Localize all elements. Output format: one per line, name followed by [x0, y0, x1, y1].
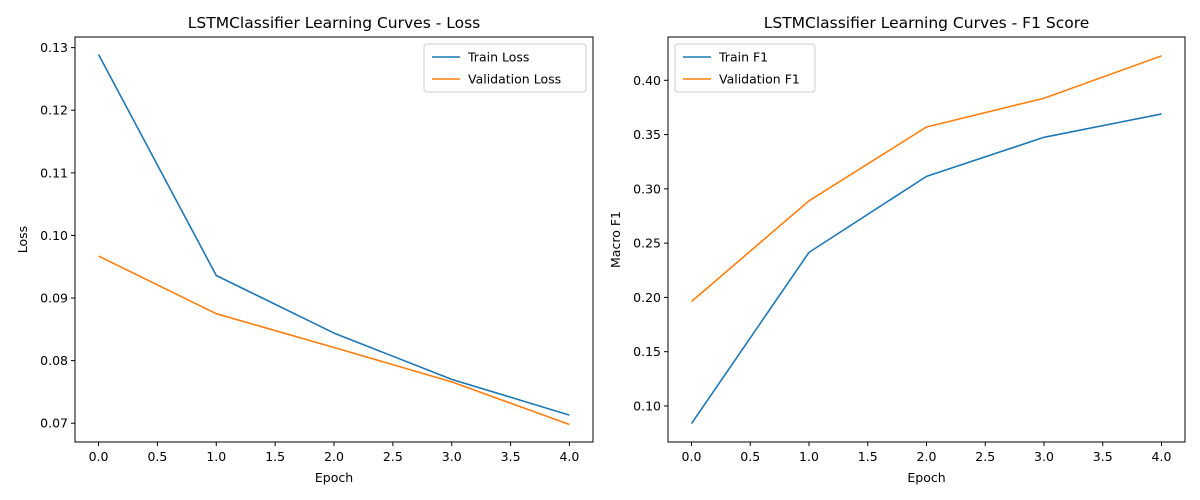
- y-tick-label: 0.08: [40, 353, 68, 368]
- y-tick-label: 0.10: [40, 228, 68, 243]
- x-axis-label: Epoch: [315, 470, 353, 485]
- legend-label: Validation Loss: [468, 72, 561, 87]
- x-tick-label: 2.5: [383, 449, 403, 464]
- legend-label: Train Loss: [467, 50, 529, 65]
- x-tick-label: 0.5: [147, 449, 167, 464]
- x-tick-label: 1.5: [858, 449, 878, 464]
- legend-box: [423, 43, 587, 93]
- y-tick-label: 0.13: [40, 40, 68, 55]
- x-tick-label: 4.0: [560, 449, 580, 464]
- x-tick-label: 3.0: [1034, 449, 1054, 464]
- loss-chart: 0.0 0.5 1.0 1.5 2.0 2.5 3.0 3.5 4.0 0.07 0.08 0.09 0…: [15, 14, 594, 485]
- series-line-1: [690, 55, 1162, 303]
- y-tick-label: 0.30: [633, 181, 661, 196]
- x-tick-label: 1.0: [206, 449, 226, 464]
- x-tick-label: 0.0: [89, 449, 109, 464]
- x-tick-label: 2.0: [917, 449, 937, 464]
- y-tick-label: 0.25: [633, 236, 661, 251]
- y-tick-label: 0.10: [633, 398, 661, 413]
- chart-title: LSTMClassifier Learning Curves - Loss: [188, 14, 480, 32]
- y-tick-label: 0.07: [40, 416, 68, 431]
- y-tick-label: 0.11: [40, 165, 68, 180]
- legend-label: Train F1: [718, 50, 768, 65]
- x-tick-label: 3.5: [501, 449, 521, 464]
- x-tick-label: 2.5: [975, 449, 995, 464]
- plot-frame: [74, 36, 594, 443]
- chart-title: LSTMClassifier Learning Curves - F1 Scor…: [764, 14, 1090, 32]
- x-tick-label: 3.0: [442, 449, 462, 464]
- f1-chart: 0.0 0.5 1.0 1.5 2.0 2.5 3.0 3.5 4.0 0.10 0.15 0.20 0…: [608, 14, 1186, 485]
- plot-frame: [667, 36, 1186, 443]
- y-axis-label: Macro F1: [608, 211, 623, 268]
- series-line-1: [98, 255, 570, 426]
- y-tick-label: 0.12: [40, 103, 68, 118]
- legend-label: Validation F1: [719, 72, 800, 87]
- y-tick-label: 0.35: [633, 127, 661, 142]
- legend-box: [674, 43, 816, 93]
- series-line-0: [97, 54, 570, 416]
- x-tick-label: 0.0: [682, 449, 702, 464]
- x-axis-label: Epoch: [907, 470, 945, 485]
- y-tick-label: 0.09: [40, 291, 68, 306]
- x-tick-label: 4.0: [1152, 449, 1172, 464]
- x-tick-label: 1.5: [265, 449, 285, 464]
- series-line-0: [690, 113, 1162, 425]
- x-tick-label: 1.0: [799, 449, 819, 464]
- x-tick-label: 3.5: [1093, 449, 1113, 464]
- legend: Train Loss Validation Loss: [423, 43, 587, 93]
- y-tick-label: 0.15: [633, 344, 661, 359]
- y-tick-label: 0.20: [633, 290, 661, 305]
- y-axis-label: Loss: [15, 226, 30, 253]
- y-tick-label: 0.40: [633, 73, 661, 88]
- x-tick-label: 0.5: [740, 449, 760, 464]
- legend: Train F1 Validation F1: [674, 43, 816, 93]
- x-tick-label: 2.0: [324, 449, 344, 464]
